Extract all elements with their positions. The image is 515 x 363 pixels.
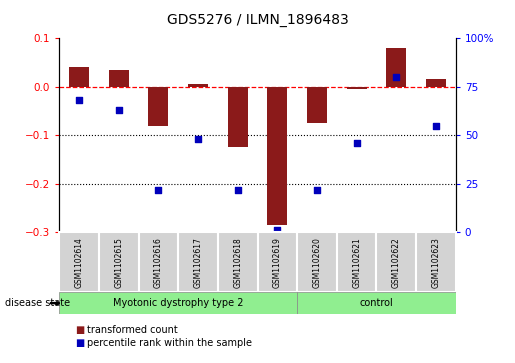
Bar	[59, 232, 99, 292]
Text: disease state: disease state	[5, 298, 70, 308]
Bar	[426, 79, 446, 87]
Bar	[178, 232, 218, 292]
Point	[194, 136, 202, 142]
Text: ■: ■	[75, 338, 84, 348]
Point	[234, 187, 242, 192]
Bar	[307, 87, 327, 123]
Text: GDS5276 / ILMN_1896483: GDS5276 / ILMN_1896483	[167, 13, 348, 27]
Bar	[337, 232, 376, 292]
Bar	[347, 87, 367, 89]
Text: GSM1102621: GSM1102621	[352, 237, 361, 287]
Point	[313, 187, 321, 192]
Point	[154, 187, 163, 192]
Text: transformed count: transformed count	[87, 325, 177, 335]
Text: GSM1102619: GSM1102619	[273, 237, 282, 288]
Text: GSM1102615: GSM1102615	[114, 237, 123, 288]
Point	[392, 74, 401, 80]
Bar	[188, 84, 208, 87]
Bar	[109, 70, 129, 87]
Point	[114, 107, 123, 113]
Bar	[416, 232, 456, 292]
Bar	[139, 232, 178, 292]
Text: Myotonic dystrophy type 2: Myotonic dystrophy type 2	[113, 298, 244, 308]
Bar	[267, 87, 287, 225]
Bar	[218, 232, 258, 292]
Text: GSM1102617: GSM1102617	[194, 237, 202, 288]
Text: GSM1102618: GSM1102618	[233, 237, 242, 287]
Bar	[59, 292, 297, 314]
Point	[432, 123, 440, 129]
Bar	[376, 232, 416, 292]
Text: GSM1102616: GSM1102616	[154, 237, 163, 288]
Bar	[148, 87, 168, 126]
Bar	[386, 48, 406, 87]
Point	[352, 140, 360, 146]
Text: GSM1102620: GSM1102620	[313, 237, 321, 288]
Point	[75, 97, 83, 103]
Bar	[297, 292, 456, 314]
Bar	[69, 67, 89, 87]
Text: control: control	[359, 298, 393, 308]
Text: GSM1102614: GSM1102614	[75, 237, 83, 288]
Bar	[258, 232, 297, 292]
Text: GSM1102623: GSM1102623	[432, 237, 440, 288]
Text: ■: ■	[75, 325, 84, 335]
Text: percentile rank within the sample: percentile rank within the sample	[87, 338, 251, 348]
Text: GSM1102622: GSM1102622	[392, 237, 401, 287]
Bar	[99, 232, 139, 292]
Bar	[297, 232, 337, 292]
Point	[273, 228, 281, 233]
Bar	[228, 87, 248, 147]
